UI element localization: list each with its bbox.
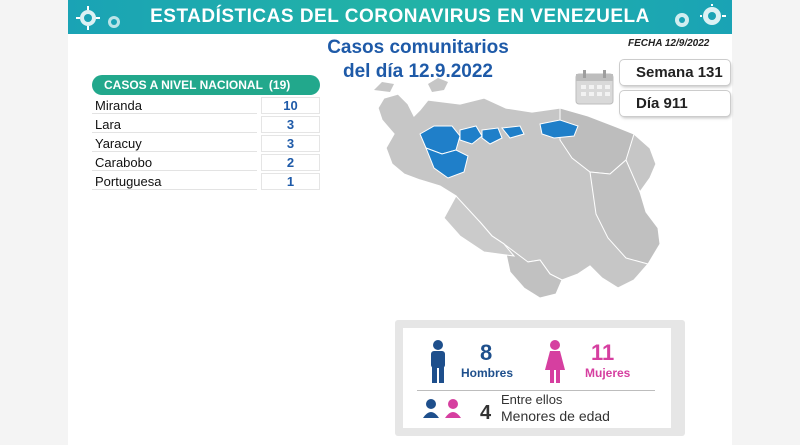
demographics-card: 8 Hombres 11 Mujeres Entre ellos 4 Menor… <box>403 328 671 428</box>
woman-icon <box>545 340 565 383</box>
table-total: (19) <box>268 78 291 92</box>
state-carabobo <box>481 127 503 145</box>
state-cases: 3 <box>261 116 320 133</box>
table-row: Miranda 10 <box>92 97 320 114</box>
state-name: Carabobo <box>92 154 257 171</box>
virus-icon <box>76 6 120 30</box>
minors-count: 4 <box>480 402 492 424</box>
state-cases: 3 <box>261 135 320 152</box>
virus-icon <box>675 4 726 27</box>
state-portuguesa <box>425 147 469 179</box>
among-label: Entre ellos <box>501 392 563 407</box>
state-name: Lara <box>92 116 257 133</box>
banner-title: ESTADÍSTICAS DEL CORONAVIRUS EN VENEZUEL… <box>150 6 650 27</box>
man-icon <box>431 340 445 383</box>
women-count: 11 <box>591 340 615 365</box>
state-yaracuy <box>459 125 483 145</box>
state-cases: 2 <box>261 154 320 171</box>
table-row: Carabobo 2 <box>92 154 320 171</box>
table-header: CASOS A NIVEL NACIONAL (19) <box>92 75 320 95</box>
state-name: Portuguesa <box>92 173 257 190</box>
right-margin <box>732 0 800 445</box>
week-badge: Semana 131 <box>620 60 730 85</box>
report-date: FECHA 12/9/2022 <box>628 38 710 49</box>
table-row: Lara 3 <box>92 116 320 133</box>
children-icon <box>423 399 461 418</box>
subtitle-line1: Casos comunitarios <box>327 37 509 58</box>
men-count: 8 <box>480 340 493 365</box>
map-base <box>374 78 661 299</box>
state-miranda <box>539 119 579 139</box>
table-header-label: CASOS A NIVEL NACIONAL <box>104 78 263 92</box>
men-label: Hombres <box>461 366 514 380</box>
cases-table: CASOS A NIVEL NACIONAL (19) Miranda 10 L… <box>92 75 320 190</box>
highlighted-states <box>419 119 579 179</box>
subtitle-line2: del día 12.9.2022 <box>343 61 493 82</box>
women-label: Mujeres <box>585 366 631 380</box>
calendar-icon <box>575 70 614 105</box>
state-cases: 1 <box>261 173 320 190</box>
venezuela-map <box>374 78 661 299</box>
state-name: Miranda <box>92 97 257 114</box>
state-cases: 10 <box>261 97 320 114</box>
divider <box>417 390 655 391</box>
infographic-card: ESTADÍSTICAS DEL CORONAVIRUS EN VENEZUEL… <box>68 0 732 445</box>
state-name: Yaracuy <box>92 135 257 152</box>
minors-label: Menores de edad <box>501 408 610 424</box>
table-row: Yaracuy 3 <box>92 135 320 152</box>
table-row: Portuguesa 1 <box>92 173 320 190</box>
day-badge: Día 911 <box>620 91 730 116</box>
header-banner: ESTADÍSTICAS DEL CORONAVIRUS EN VENEZUEL… <box>68 0 732 34</box>
demographics-panel: 8 Hombres 11 Mujeres Entre ellos 4 Menor… <box>395 320 685 436</box>
left-margin <box>0 0 68 445</box>
